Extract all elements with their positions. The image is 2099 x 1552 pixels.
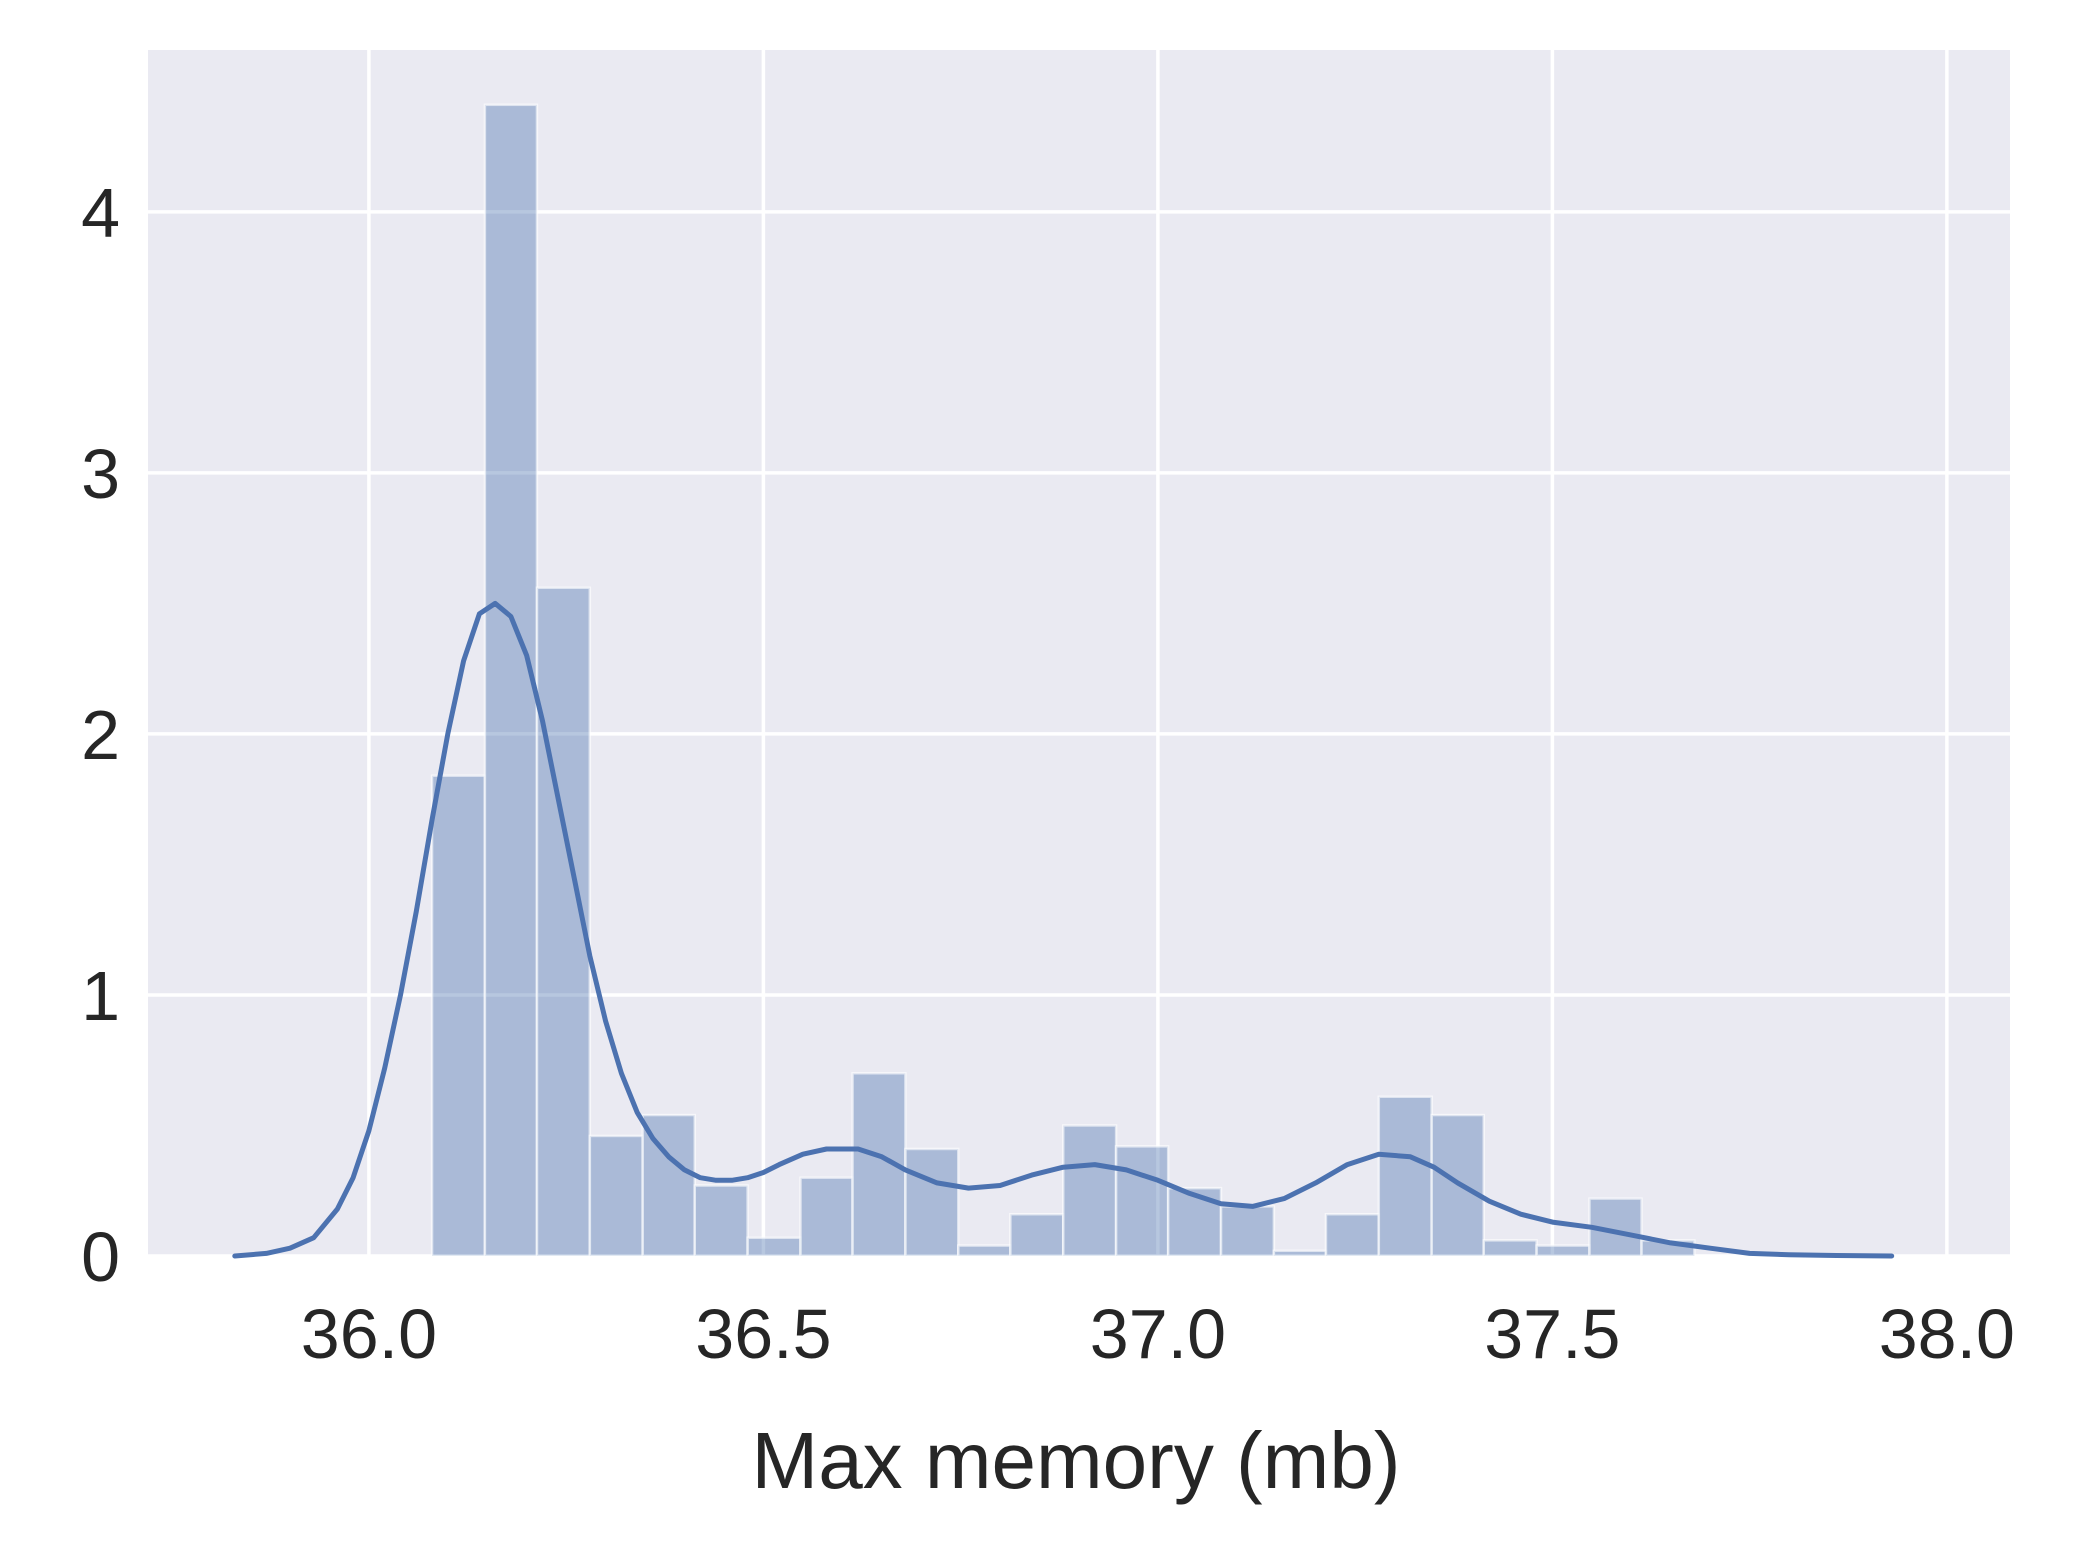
plot-area <box>148 50 2010 1256</box>
x-tick-label: 37.0 <box>1090 1295 1226 1373</box>
y-tick-label: 1 <box>81 957 120 1035</box>
histogram-bar <box>904 1147 960 1258</box>
kde-curve <box>232 600 1895 1259</box>
histogram-bar <box>1219 1205 1276 1258</box>
x-tick-label: 36.5 <box>695 1295 831 1373</box>
kde-curve-group <box>232 600 1895 1259</box>
histogram-bar <box>588 1134 644 1258</box>
y-tick-label: 4 <box>81 174 120 252</box>
histogram-bar <box>746 1236 802 1258</box>
histogram-bar <box>1324 1212 1381 1258</box>
y-tick-label: 2 <box>81 696 120 774</box>
x-tick-label: 38.0 <box>1879 1295 2015 1373</box>
x-axis-label: Max memory (mb) <box>752 1416 1401 1505</box>
histogram-bar <box>1114 1145 1170 1258</box>
histogram-bar <box>483 103 539 1258</box>
histogram-bar <box>1009 1212 1065 1258</box>
histogram-bar <box>851 1072 907 1258</box>
histogram-bar <box>1272 1249 1328 1258</box>
y-tick-label: 0 <box>81 1218 120 1296</box>
histogram-bar <box>957 1244 1012 1258</box>
histogram-bar <box>1482 1239 1538 1258</box>
y-tick-label: 3 <box>81 435 120 513</box>
x-tick-labels: 36.0 36.5 37.0 37.5 38.0 <box>301 1295 2015 1373</box>
histogram-bar <box>1061 1124 1118 1258</box>
y-tick-labels: 0 1 2 3 4 <box>81 174 120 1296</box>
histogram-bar <box>1377 1095 1433 1258</box>
histogram-bar <box>693 1184 749 1258</box>
histogram-bar <box>799 1176 854 1258</box>
histogram-bar <box>430 774 487 1258</box>
histogram-bar <box>1535 1244 1591 1258</box>
histogram-bar <box>1166 1186 1223 1258</box>
x-tick-label: 36.0 <box>301 1295 437 1373</box>
histogram-bars <box>430 103 1696 1258</box>
x-tick-label: 37.5 <box>1484 1295 1620 1373</box>
